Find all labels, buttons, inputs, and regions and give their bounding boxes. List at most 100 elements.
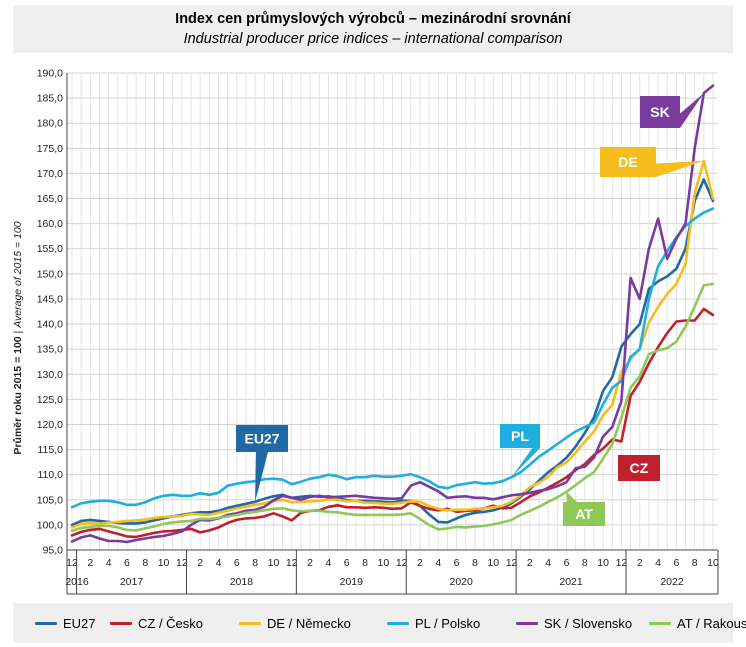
legend-item: EU27 [35,615,96,631]
x-tick-label: 8 [472,557,478,569]
x-tick-label: 4 [545,557,551,569]
x-tick-label: 12 [286,557,298,569]
x-tick-label: 6 [673,557,679,569]
x-tick-label: 12 [396,557,408,569]
x-axis: 12 2 4 6 8 10 12 2 4 6 8 10 12 2 4 6 8 10 12 2 4 6 8 10 12 2 4 6 8 10… [65,549,719,595]
x-tick-label: 4 [655,557,661,569]
chart-subtitle: Industrial producer price indices – inte… [183,31,563,47]
legend-label: CZ / Česko [138,616,204,632]
legend-item: CZ / Česko [110,615,203,631]
x-tick-label: 2 [527,557,533,569]
y-axis-label-en: Average of 2015 = 100 [12,221,24,329]
series-group [70,84,715,544]
callout-box [563,502,605,526]
callout-box [236,425,288,452]
x-tick-label: 8 [142,557,148,569]
x-tick-label: 8 [252,557,258,569]
x-tick-label: 12 [506,557,518,569]
callout-box [600,147,656,177]
year-label: 2019 [340,576,364,588]
x-tick-label: 8 [362,557,368,569]
series-line-cz [70,307,715,539]
x-tick-label: 12 [66,557,78,569]
callout-box [618,455,660,481]
callout-label: SK [650,104,669,120]
callout-pointer [656,160,704,177]
x-tick-label: 2 [197,557,203,569]
y-tick-label: 175,0 [37,143,63,155]
legend-swatch [35,622,57,626]
y-tick-label: 155,0 [37,243,63,255]
y-tick-label: 115,0 [38,444,64,456]
y-tick-label: 105,0 [37,494,63,506]
y-axis-label-sep: | [12,328,24,337]
legend-swatch [516,622,538,626]
legend-swatch [239,622,261,626]
legend-swatch [387,622,409,626]
legend-band: EU27 CZ / Česko DE / Německo PL / Polsko SK … [13,603,746,643]
y-tick-label: 125,0 [37,394,63,406]
callout-label: EU27 [244,431,279,447]
legend-item: PL / Polsko [387,615,480,631]
x-tick-label: 10 [377,557,389,569]
legend-label: SK / Slovensko [544,616,633,632]
legend-label: PL / Polsko [415,616,481,632]
legend-item: DE / Německo [239,615,351,631]
x-tick-label: 10 [597,557,609,569]
callout-label: DE [618,154,637,170]
year-label: 2021 [559,576,583,588]
x-tick-label: 4 [435,557,441,569]
callout-label: CZ [630,460,649,476]
year-label: 2020 [449,576,473,588]
callout-pointer [680,93,704,128]
x-tick-label: 10 [158,557,170,569]
x-tick-label: 2 [87,557,93,569]
x-tick-label: 4 [325,557,331,569]
y-tick-label: 170,0 [37,168,63,180]
x-tick-label: 10 [707,557,719,569]
legend-item: AT / Rakousko [649,615,746,631]
y-tick-label: 140,0 [37,319,63,331]
callout-pointer [566,491,577,502]
y-tick-label: 160,0 [37,218,63,230]
y-tick-label: 165,0 [37,193,63,205]
series-line-at [70,282,715,533]
year-label: 2022 [660,576,684,588]
year-label: 2018 [230,576,254,588]
legend-label: AT / Rakousko [677,616,746,632]
series-line-pl [70,207,715,509]
callout-label: AT [575,506,593,522]
legend: EU27 CZ / Česko DE / Německo PL / Polsko SK … [13,603,746,643]
y-tick-label: 100,0 [37,519,63,531]
callout-box [640,96,680,128]
x-tick-label: 4 [216,557,222,569]
legend-label: EU27 [63,616,96,632]
y-tick-label: 145,0 [37,293,63,305]
callout-box [500,424,540,448]
y-axis: 95,0 100,0 105,0 110,0 115,0 120,0 125,0 130,0 1… [37,68,68,557]
x-tick-label: 6 [454,557,460,569]
legend-item: SK / Slovensko [516,615,632,631]
x-tick-label: 12 [616,557,628,569]
y-tick-label: 180,0 [37,118,63,130]
x-tick-label: 6 [124,557,130,569]
y-tick-label: 135,0 [37,344,63,356]
x-tick-label: 4 [106,557,112,569]
x-tick-label: 10 [268,557,280,569]
x-tick-label: 12 [176,557,188,569]
x-tick-label: 2 [637,557,643,569]
y-tick-label: 110,0 [38,469,64,481]
callout-label: PL [511,428,529,444]
x-tick-label: 2 [417,557,423,569]
legend-swatch [649,622,671,626]
callout-pointer [255,452,268,502]
y-tick-label: 95,0 [43,545,64,557]
y-axis-label: Průměr roku 2015 = 100 | Average of 2015… [12,221,24,454]
chart-title: Index cen průmyslových výrobců – mezinár… [175,11,571,27]
x-tick-label: 2 [307,557,313,569]
x-tick-label: 10 [487,557,499,569]
y-tick-label: 130,0 [37,369,63,381]
x-tick-label: 8 [582,557,588,569]
y-tick-label: 185,0 [37,93,63,105]
